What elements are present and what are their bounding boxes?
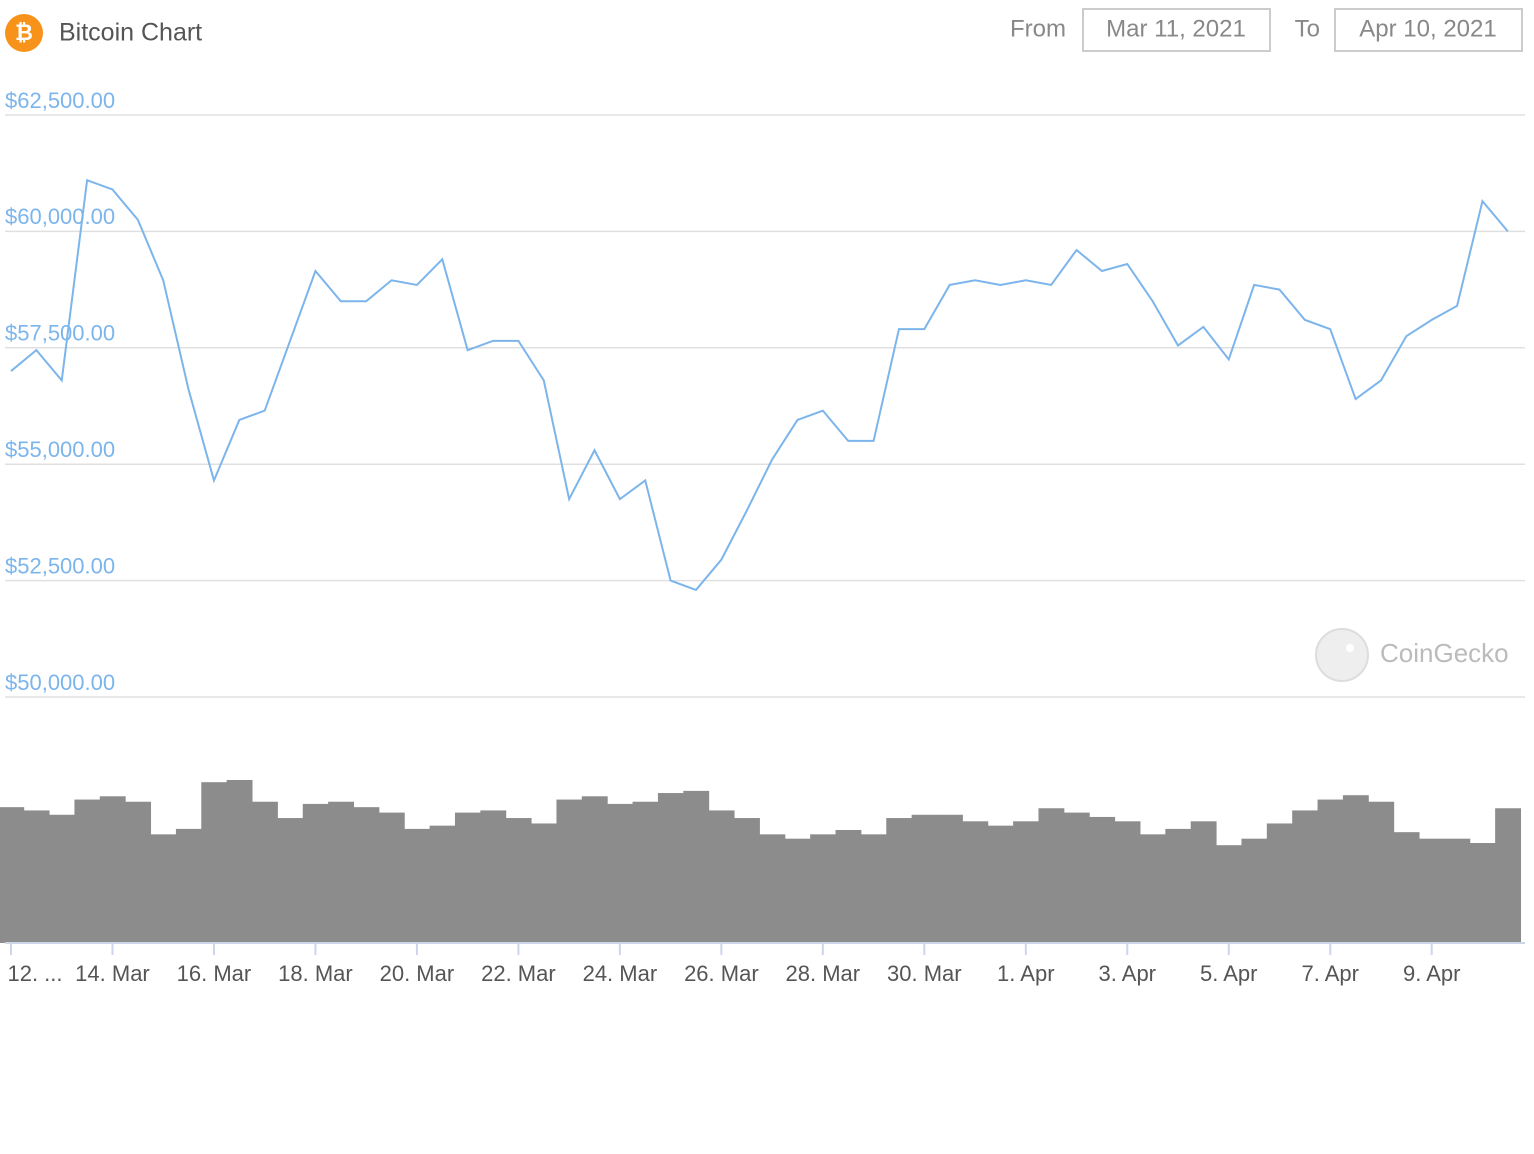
chart-title: Bitcoin Chart (59, 19, 202, 47)
x-tick-label: 26. Mar (684, 961, 759, 986)
volume-bar (556, 799, 583, 943)
x-tick-label: 14. Mar (75, 961, 150, 986)
volume-bar (860, 834, 887, 943)
volume-bar (1419, 838, 1445, 943)
volume-bar (632, 801, 659, 943)
y-tick-label: $50,000.00 (5, 670, 115, 695)
bitcoin-icon: ₿ (5, 14, 43, 52)
volume-bar (937, 814, 963, 943)
volume-bar (1444, 838, 1471, 943)
volume-bar (1063, 812, 1090, 943)
volume-bar (708, 810, 735, 943)
x-tick-label: 3. Apr (1099, 961, 1156, 986)
volume-bar (1469, 843, 1496, 943)
volume-bar (454, 812, 481, 943)
volume-bar (810, 834, 837, 943)
volume-bar (1342, 795, 1369, 943)
from-label: From (1010, 15, 1066, 42)
volume-bar (1139, 834, 1166, 943)
volume-bar (734, 818, 760, 943)
volume-bar (277, 818, 304, 943)
x-tick-label: 24. Mar (583, 961, 658, 986)
volume-bar (835, 829, 862, 943)
volume-bar (23, 810, 50, 943)
volume-bar (759, 834, 786, 943)
volume-bar (328, 801, 354, 943)
x-tick-label: 30. Mar (887, 961, 962, 986)
y-tick-label: $52,500.00 (5, 553, 115, 578)
volume-bar (49, 814, 75, 943)
price-line (10, 178, 1509, 592)
from-date-box[interactable] (1082, 8, 1271, 52)
to-label: To (1295, 15, 1320, 42)
volume-bar (581, 796, 608, 943)
x-tick-label: 5. Apr (1200, 961, 1257, 986)
volume-bar (657, 793, 684, 943)
y-tick-label: $60,000.00 (5, 204, 115, 229)
volume-bar (1495, 808, 1522, 943)
volume-bar (1190, 821, 1217, 943)
x-tick-label: 12. ... (7, 961, 62, 986)
x-tick-label: 16. Mar (177, 961, 252, 986)
volume-bar (1089, 816, 1116, 943)
volume-bar (252, 801, 278, 943)
volume-bar (1114, 821, 1141, 943)
volume-bar (1266, 823, 1293, 943)
x-tick-label: 9. Apr (1403, 961, 1460, 986)
volume-bar (987, 825, 1014, 943)
volume-bar (302, 803, 329, 943)
volume-bar (226, 780, 253, 943)
volume-bar (1292, 810, 1319, 943)
volume-bar (607, 803, 634, 943)
volume-bar (175, 828, 202, 943)
volume-bar (1216, 845, 1242, 943)
x-tick-label: 7. Apr (1301, 961, 1358, 986)
volume-bar (99, 796, 126, 943)
volume-bar (886, 818, 913, 943)
to-date-box[interactable] (1334, 8, 1523, 52)
volume-bar (962, 821, 989, 943)
x-tick-label: 1. Apr (997, 961, 1054, 986)
x-tick-label: 20. Mar (380, 961, 455, 986)
volume-bar (404, 828, 431, 943)
volume-bar (784, 838, 811, 943)
from-date[interactable]: Mar 11, 2021 (1106, 15, 1246, 42)
volume-bar (480, 810, 507, 943)
watermark: CoinGecko (1315, 628, 1509, 682)
volume-bar (683, 790, 710, 943)
volume-bar (531, 823, 557, 943)
y-tick-label: $57,500.00 (5, 321, 115, 346)
svg-text:₿: ₿ (15, 20, 33, 45)
volume-bar (1241, 838, 1268, 943)
to-date[interactable]: Apr 10, 2021 (1359, 15, 1496, 42)
volume-bar (1013, 821, 1039, 943)
volume-bar (911, 814, 938, 943)
x-tick-label: 22. Mar (481, 961, 556, 986)
volume-bar (1038, 808, 1065, 943)
volume-bar (378, 812, 405, 943)
volume-bar (201, 782, 228, 943)
volume-bar (0, 807, 25, 943)
x-tick-label: 28. Mar (786, 961, 861, 986)
x-tick-label: 18. Mar (278, 961, 353, 986)
volume-bar (150, 834, 177, 943)
volume-bar (505, 818, 532, 943)
volume-bar (74, 799, 101, 943)
volume-bar (125, 801, 152, 943)
volume-bar (1393, 832, 1420, 943)
volume-bar (1368, 801, 1395, 943)
volume-bar (429, 825, 456, 943)
y-tick-label: $55,000.00 (5, 437, 115, 462)
watermark-text: CoinGecko (1380, 638, 1509, 668)
y-tick-label: $62,500.00 (5, 88, 115, 113)
volume-bar (1165, 828, 1192, 943)
volume-bar (1317, 799, 1344, 943)
volume-bar (353, 807, 380, 943)
